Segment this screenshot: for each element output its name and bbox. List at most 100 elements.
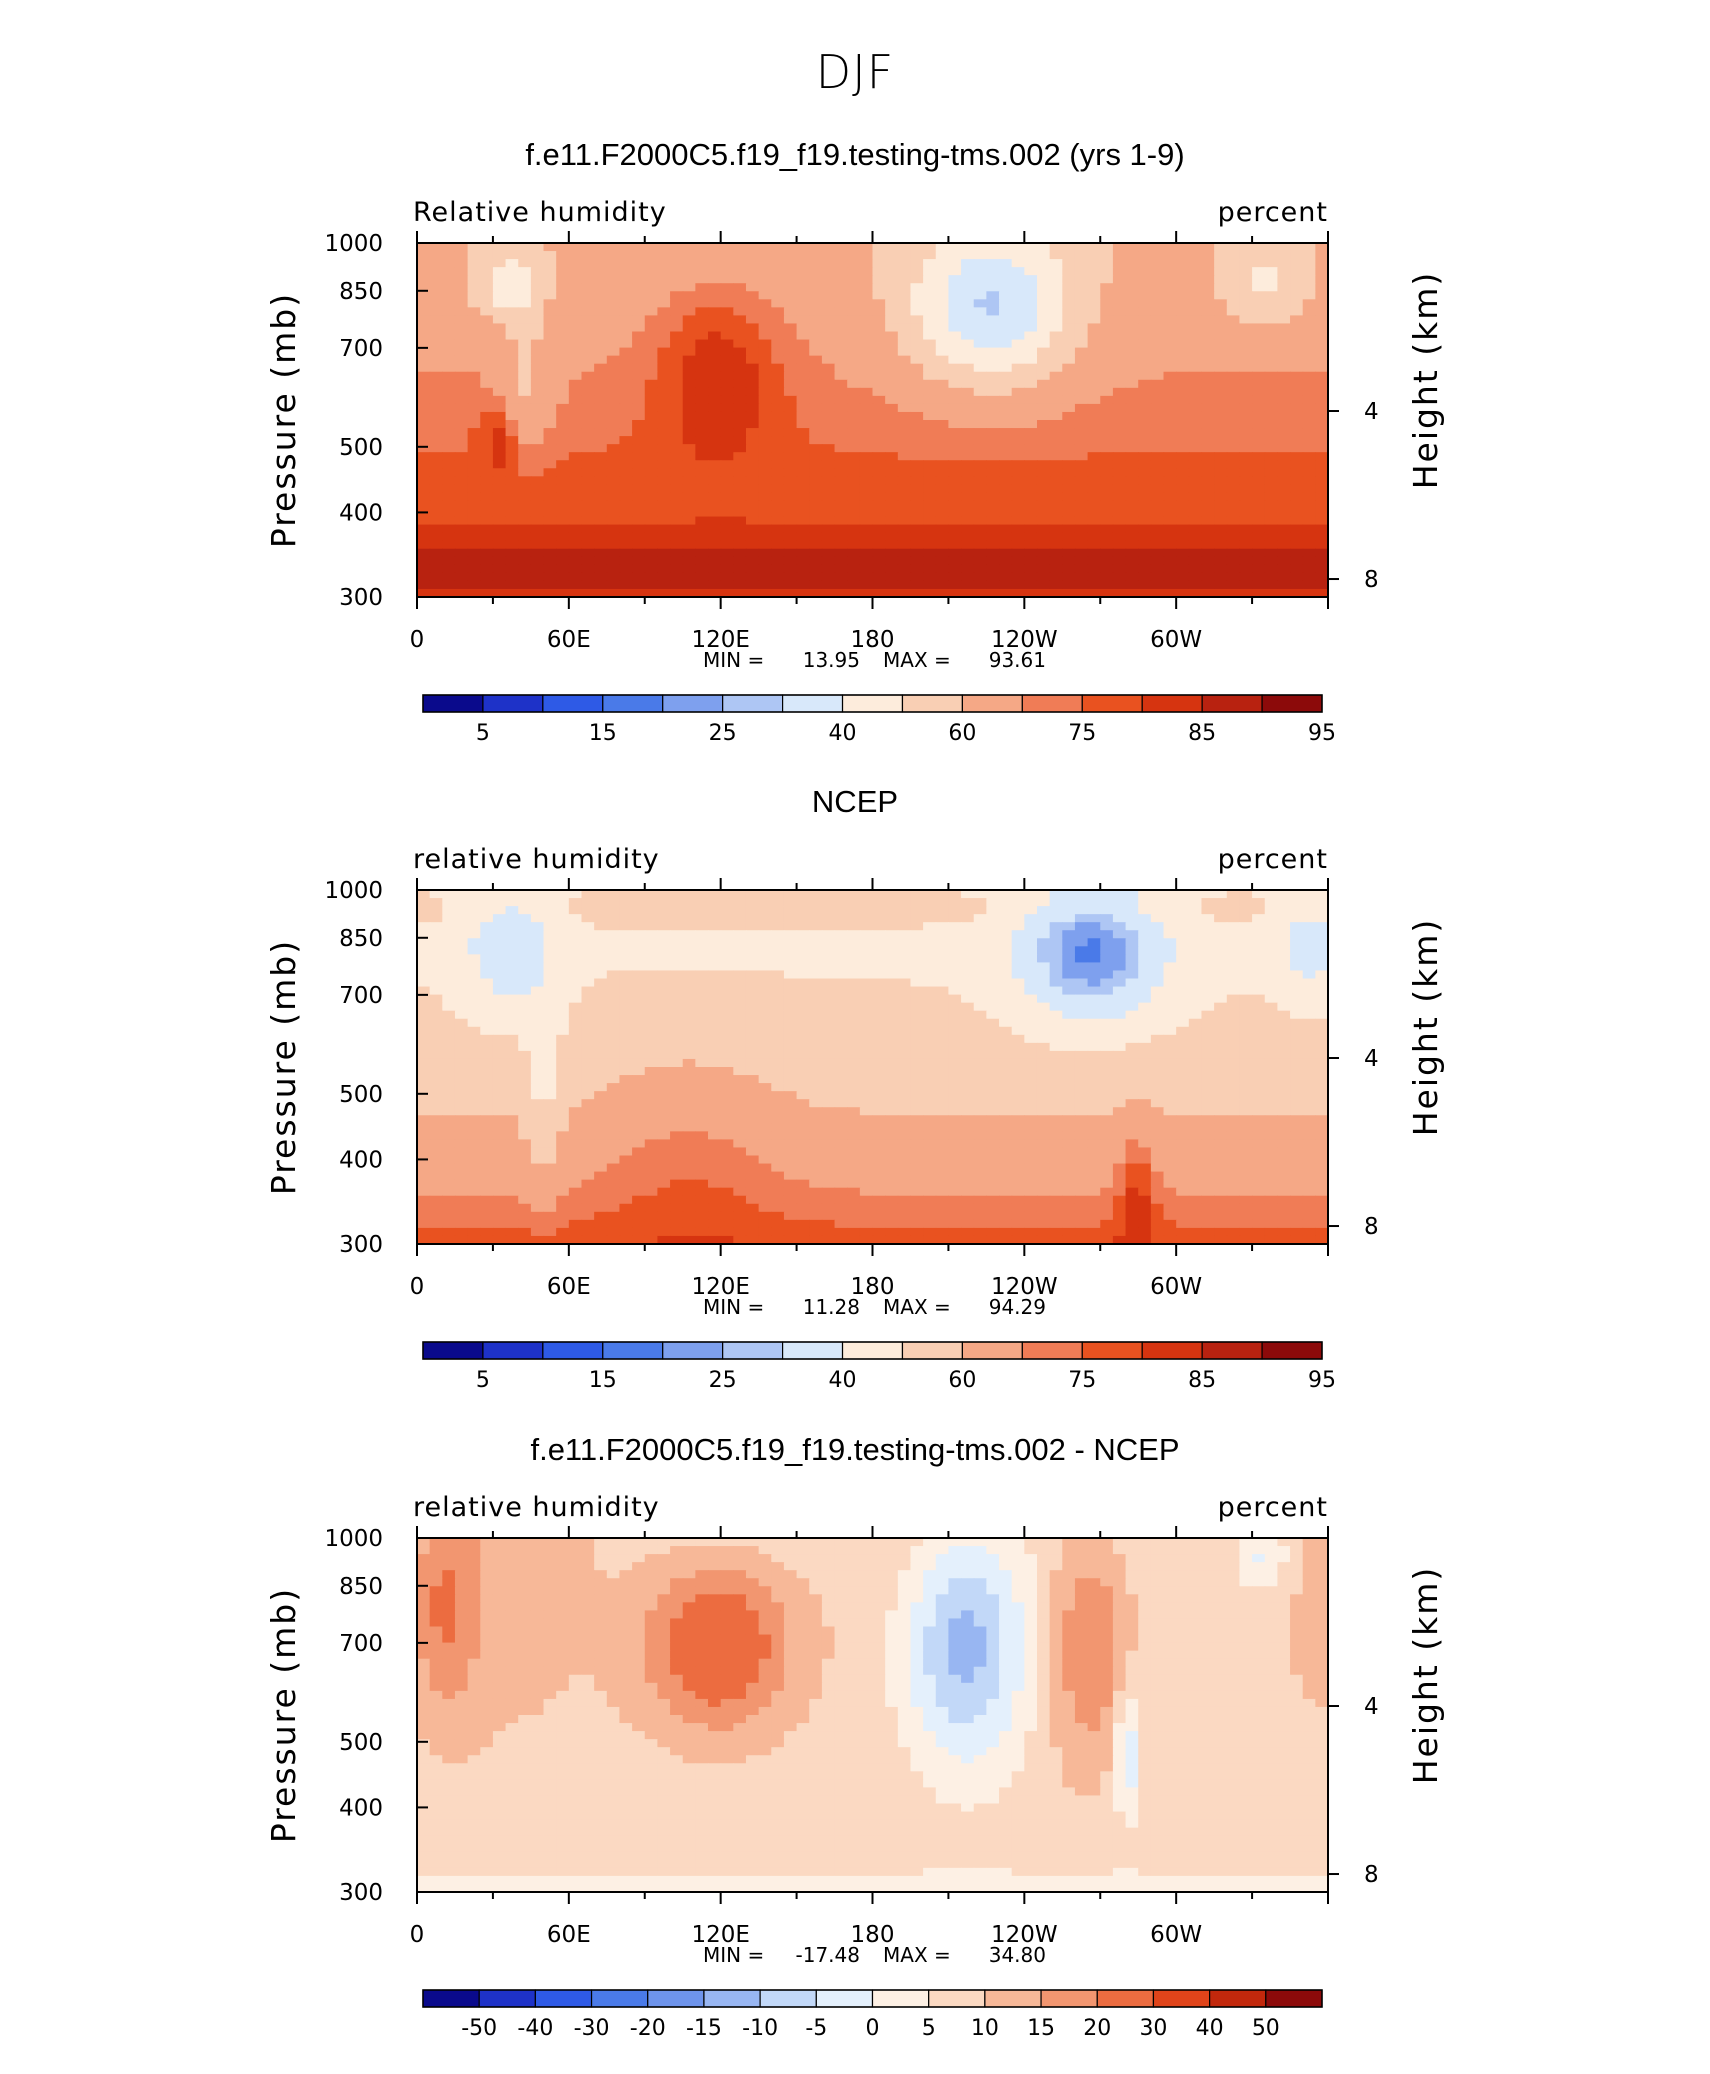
heatmap-cell (708, 922, 722, 931)
heatmap-cell (1239, 395, 1253, 405)
heatmap-cell (771, 1058, 785, 1068)
heatmap-cell (758, 355, 772, 365)
heatmap-cell (480, 962, 494, 972)
heatmap-cell (758, 339, 772, 349)
heatmap-cell (695, 492, 709, 502)
heatmap-cell (999, 411, 1013, 421)
heatmap-cell (1252, 452, 1266, 461)
heatmap-cell (1150, 484, 1165, 494)
heatmap-cell (720, 476, 734, 485)
heatmap-cell (1125, 307, 1139, 317)
heatmap-cell (897, 1058, 912, 1068)
heatmap-cell (1201, 524, 1215, 534)
heatmap-cell (657, 508, 671, 518)
heatmap-cell (1074, 898, 1089, 907)
heatmap-cell (417, 387, 431, 397)
heatmap-cell (1150, 355, 1165, 365)
heatmap-cell (1024, 548, 1038, 558)
heatmap-cell (745, 978, 760, 988)
heatmap-cell (745, 476, 760, 485)
heatmap-cell (480, 580, 494, 590)
heatmap-cell (467, 403, 481, 413)
heatmap-cell (568, 532, 583, 542)
heatmap-cell (1163, 379, 1177, 389)
heatmap-cell (670, 540, 684, 550)
heatmap-cell (1277, 962, 1291, 972)
heatmap-cell (1226, 283, 1241, 292)
heatmap-cell (1239, 978, 1253, 988)
heatmap-cell (796, 420, 810, 429)
heatmap-cell (821, 532, 836, 542)
heatmap-cell (1188, 243, 1203, 252)
heatmap-cell (1100, 299, 1114, 308)
heatmap-cell (961, 1018, 975, 1028)
heatmap-cell (1087, 291, 1101, 300)
heatmap-cell (796, 898, 810, 907)
heatmap-cell (859, 323, 874, 333)
heatmap-cell (1315, 1010, 1329, 1020)
heatmap-cell (682, 452, 696, 461)
heatmap-cell (1163, 1058, 1177, 1068)
heatmap-cell (1226, 970, 1241, 980)
heatmap-cell (1150, 906, 1165, 915)
heatmap-cell (1074, 307, 1089, 317)
heatmap-cell (1036, 291, 1051, 300)
heatmap-cell (834, 1042, 848, 1052)
heatmap-cell (518, 1026, 532, 1036)
heatmap-cell (859, 275, 874, 284)
heatmap-cell (467, 1010, 481, 1020)
heatmap-cell (505, 395, 519, 405)
heatmap-cell (492, 1018, 507, 1028)
heatmap-cell (859, 524, 874, 534)
heatmap-cell (758, 1042, 772, 1052)
heatmap-cell (442, 347, 456, 357)
heatmap-cell (758, 428, 772, 437)
heatmap-cell (682, 1010, 696, 1020)
heatmap-cell (543, 411, 557, 421)
heatmap-cell (885, 355, 899, 365)
heatmap-cell (923, 938, 937, 947)
heatmap-cell (543, 355, 557, 365)
heatmap-cell (859, 1018, 874, 1028)
heatmap-cell (745, 251, 760, 260)
heatmap-cell (518, 420, 532, 429)
heatmap-cell (417, 484, 431, 494)
heatmap-cell (518, 452, 532, 461)
heatmap-cell (1188, 548, 1203, 558)
heatmap-cell (1239, 524, 1253, 534)
heatmap-cell (1074, 994, 1089, 1004)
heatmap-cell (961, 395, 975, 405)
heatmap-cell (1201, 403, 1215, 413)
heatmap-cell (847, 1067, 861, 1076)
heatmap-cell (1112, 452, 1127, 461)
heatmap-cell (1188, 476, 1203, 485)
heatmap-cell (492, 428, 507, 437)
heatmap-cell (809, 492, 823, 502)
heatmap-cell (910, 468, 924, 477)
heatmap-cell (670, 243, 684, 252)
heatmap-cell (1125, 1067, 1139, 1076)
heatmap-cell (1138, 259, 1152, 268)
heatmap-cell (771, 291, 785, 300)
heatmap-cell (1188, 251, 1203, 260)
heatmap-cell (1163, 890, 1177, 899)
heatmap-cell (644, 1075, 658, 1084)
heatmap-cell (1011, 428, 1025, 437)
heatmap-cell (568, 444, 583, 453)
heatmap-cell (1163, 452, 1177, 461)
heatmap-cell (973, 339, 987, 349)
heatmap-cell (834, 1075, 848, 1084)
heatmap-cell (454, 540, 469, 550)
heatmap-cell (961, 930, 975, 939)
heatmap-cell (986, 954, 1000, 964)
heatmap-cell (632, 476, 646, 485)
heatmap-cell (1036, 315, 1051, 325)
heatmap-cell (1226, 532, 1241, 542)
heatmap-cell (708, 556, 722, 566)
heatmap-cell (442, 243, 456, 252)
heatmap-cell (885, 251, 899, 260)
heatmap-cell (530, 468, 545, 477)
heatmap-cell (480, 484, 494, 494)
heatmap-cell (948, 1002, 962, 1012)
